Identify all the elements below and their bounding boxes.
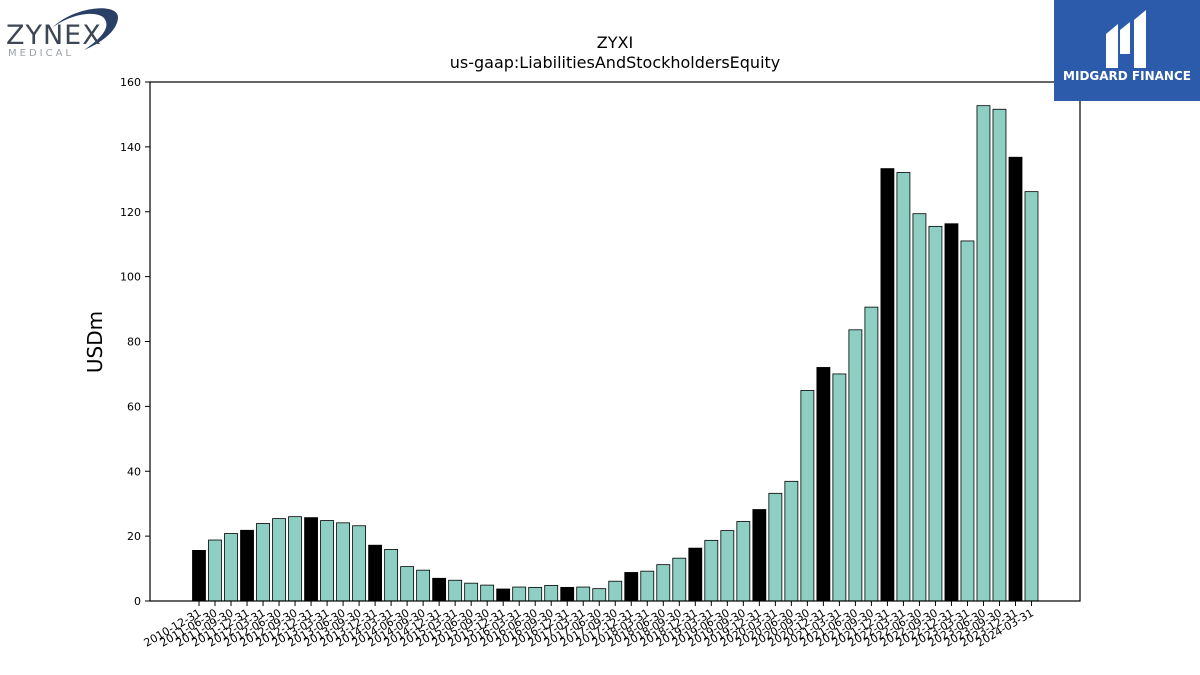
midgard-mark-icon bbox=[1106, 10, 1146, 68]
bar-2023-03-31 bbox=[960, 240, 975, 602]
zynex-brand-text: ZYNEX bbox=[6, 20, 102, 51]
bar-2023-12-31 bbox=[1008, 156, 1023, 602]
bar-2021-06-30 bbox=[848, 329, 863, 602]
bar-2022-03-31 bbox=[896, 172, 911, 602]
y-tick-label: 100 bbox=[120, 271, 141, 284]
bar-2019-03-31 bbox=[704, 539, 719, 602]
bar-2023-09-30 bbox=[992, 108, 1007, 602]
y-tick-label: 120 bbox=[120, 206, 141, 219]
bar-2018-09-30 bbox=[672, 557, 687, 602]
bar-2016-03-31 bbox=[512, 586, 527, 602]
y-tick-label: 0 bbox=[134, 595, 141, 608]
bar-2021-03-31 bbox=[832, 373, 847, 602]
plot-frame bbox=[149, 81, 1081, 602]
bar-2016-06-30 bbox=[528, 586, 543, 602]
y-tick-label: 40 bbox=[127, 465, 141, 478]
bar-2014-03-31 bbox=[384, 549, 399, 602]
bar-2015-09-30 bbox=[480, 584, 495, 602]
y-tick-label: 20 bbox=[127, 530, 141, 543]
bar-2013-09-30 bbox=[352, 525, 367, 602]
bar-2012-03-31 bbox=[256, 523, 270, 602]
bar-2018-06-30 bbox=[656, 564, 671, 602]
bar-2017-09-30 bbox=[608, 580, 623, 602]
bar-2016-09-30 bbox=[544, 585, 559, 602]
y-axis-label: USDm bbox=[83, 311, 107, 373]
bar-2013-06-30 bbox=[336, 522, 350, 602]
bar-2015-06-30 bbox=[464, 582, 479, 602]
midgard-finance-logo: MIDGARD FINANCE bbox=[1054, 0, 1200, 101]
zynex-logo: ZYNEX MEDICAL bbox=[4, 4, 124, 62]
y-tick-label: 80 bbox=[127, 336, 141, 349]
bar-2013-12-31 bbox=[368, 544, 383, 602]
bar-2024-03-31 bbox=[1024, 191, 1039, 602]
bar-2011-09-30 bbox=[224, 533, 238, 602]
bar-2010-12-31 bbox=[192, 550, 206, 602]
y-tick-label: 160 bbox=[120, 76, 141, 89]
bar-2019-09-30 bbox=[736, 521, 751, 602]
bar-2018-12-31 bbox=[688, 547, 703, 602]
bar-2011-06-30 bbox=[208, 539, 222, 602]
bar-2018-03-31 bbox=[640, 570, 655, 602]
bar-2017-06-30 bbox=[592, 588, 607, 602]
chart-title: ZYXI bbox=[597, 33, 633, 52]
bar-2013-03-31 bbox=[320, 520, 334, 602]
bar-2015-03-31 bbox=[448, 579, 463, 602]
bar-2021-09-30 bbox=[864, 306, 879, 602]
bar-2017-12-31 bbox=[624, 572, 639, 602]
bar-2020-09-30 bbox=[800, 390, 815, 602]
bar-2016-12-31 bbox=[560, 586, 575, 602]
bar-2015-12-31 bbox=[496, 588, 511, 602]
chart-subtitle: us-gaap:LiabilitiesAndStockholdersEquity bbox=[450, 53, 781, 72]
bar-2020-12-31 bbox=[816, 367, 831, 602]
bar-2021-12-31 bbox=[880, 168, 895, 602]
bar-2019-12-31 bbox=[752, 509, 767, 602]
bar-2012-06-30 bbox=[272, 518, 286, 602]
bar-2014-12-31 bbox=[432, 577, 447, 602]
x-ticks-group: 2010-12-312011-06-302011-09-302011-12-31… bbox=[142, 601, 1036, 650]
bar-2014-09-30 bbox=[416, 569, 431, 602]
y-tick-label: 140 bbox=[120, 141, 141, 154]
bar-2020-03-31 bbox=[768, 492, 783, 602]
bar-2012-09-30 bbox=[288, 516, 302, 602]
logo-swoosh-icon bbox=[52, 8, 119, 51]
bar-2019-06-30 bbox=[720, 530, 735, 602]
y-tick-label: 60 bbox=[127, 400, 141, 413]
zynex-sub-text: MEDICAL bbox=[8, 48, 74, 59]
bar-2023-06-30 bbox=[976, 105, 991, 602]
bar-2022-09-30 bbox=[928, 225, 943, 602]
bar-2014-06-30 bbox=[400, 566, 415, 602]
bar-2011-12-31 bbox=[240, 529, 254, 602]
midgard-finance-text: MIDGARD FINANCE bbox=[1063, 69, 1191, 83]
bar-2017-03-31 bbox=[576, 586, 591, 602]
bar-2022-12-31 bbox=[944, 223, 959, 602]
bar-2012-12-31 bbox=[304, 517, 318, 602]
bar-2022-06-30 bbox=[912, 213, 927, 602]
bars-group bbox=[192, 105, 1039, 602]
y-ticks-group: 0 20 40 60 80 100 120 140 160 bbox=[120, 76, 150, 608]
bar-2020-06-30 bbox=[784, 480, 799, 602]
